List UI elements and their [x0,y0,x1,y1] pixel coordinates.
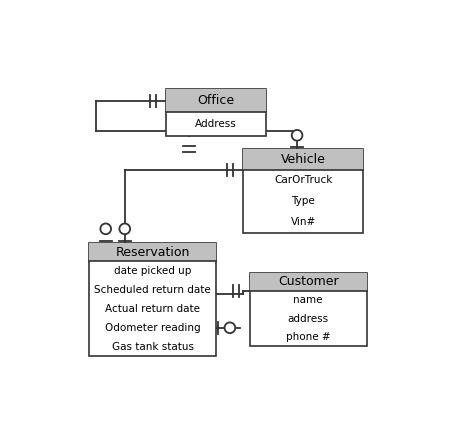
Circle shape [100,224,111,234]
Bar [166,89,266,112]
Bar [243,149,363,233]
Text: phone #: phone # [286,332,330,342]
Text: Odometer reading: Odometer reading [105,323,201,333]
Text: name: name [293,295,323,305]
Bar [166,89,266,135]
Text: Scheduled return date: Scheduled return date [94,285,211,295]
Bar [89,243,216,356]
Circle shape [292,130,302,141]
Text: CarOrTruck: CarOrTruck [274,175,332,185]
Text: Office: Office [198,94,235,107]
Text: Address: Address [195,119,237,129]
Text: Reservation: Reservation [116,246,190,259]
Text: Vin#: Vin# [291,217,316,227]
Bar [250,273,366,346]
Circle shape [119,224,130,234]
Bar [250,273,366,291]
Text: Customer: Customer [278,275,338,288]
Bar [89,243,216,262]
Circle shape [225,322,235,333]
Text: Vehicle: Vehicle [281,153,326,166]
Text: Gas tank status: Gas tank status [112,342,194,352]
Bar [243,149,363,170]
Text: Actual return date: Actual return date [105,304,200,314]
Text: Type: Type [291,196,315,206]
Text: date picked up: date picked up [114,266,191,276]
Text: address: address [288,314,328,324]
